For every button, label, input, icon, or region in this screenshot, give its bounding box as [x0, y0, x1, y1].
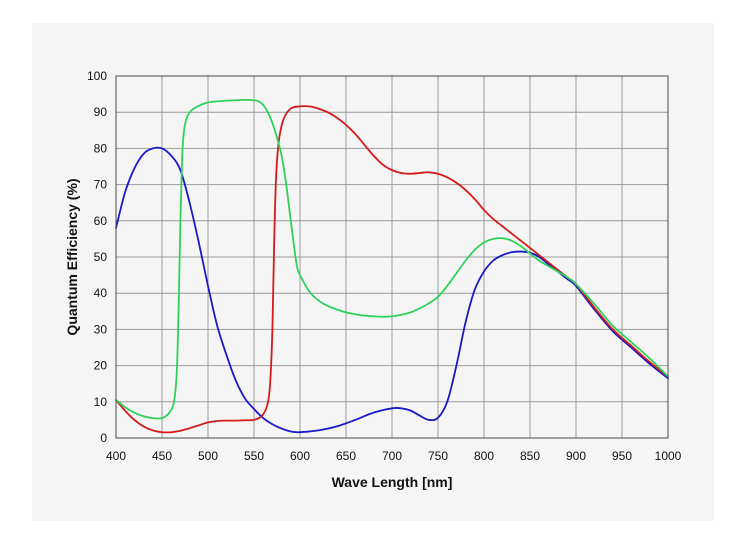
- y-tick-label: 0: [100, 431, 107, 445]
- x-tick-labels: 400 450 500 550 600 650 700 750 800 850 900 950 1000: [106, 449, 682, 463]
- y-tick-label: 80: [94, 141, 108, 155]
- y-tick-label: 90: [94, 105, 108, 119]
- x-tick-label: 450: [152, 449, 172, 463]
- x-tick-label: 700: [382, 449, 402, 463]
- x-tick-label: 750: [428, 449, 448, 463]
- y-tick-labels: 0 10 20 30 40 50 60 70 80 90 100: [87, 69, 107, 445]
- x-tick-label: 600: [290, 449, 310, 463]
- x-tick-label: 800: [474, 449, 494, 463]
- y-tick-label: 100: [87, 69, 107, 83]
- x-tick-label: 550: [244, 449, 264, 463]
- y-tick-label: 70: [94, 178, 108, 192]
- green-series-line: [115, 98, 669, 420]
- x-tick-label: 950: [612, 449, 632, 463]
- y-tick-label: 30: [94, 322, 108, 336]
- x-tick-label: 400: [106, 449, 126, 463]
- y-tick-label: 20: [94, 359, 108, 373]
- y-tick-label: 60: [94, 214, 108, 228]
- x-tick-label: 850: [520, 449, 540, 463]
- y-tick-label: 10: [94, 395, 108, 409]
- y-tick-label: 40: [94, 286, 108, 300]
- grid: [115, 75, 669, 439]
- series-lines: [115, 98, 669, 434]
- x-tick-label: 650: [336, 449, 356, 463]
- x-tick-label: 900: [566, 449, 586, 463]
- y-tick-label: 50: [94, 250, 108, 264]
- x-tick-label: 500: [198, 449, 218, 463]
- blue-series-line: [115, 146, 669, 434]
- x-axis-title: Wave Length [nm]: [332, 474, 453, 490]
- plot-frame: [115, 75, 669, 439]
- x-tick-label: 1000: [655, 449, 682, 463]
- red-series-line: [115, 105, 669, 434]
- y-axis-title: Quantum Efficiency (%): [64, 178, 80, 335]
